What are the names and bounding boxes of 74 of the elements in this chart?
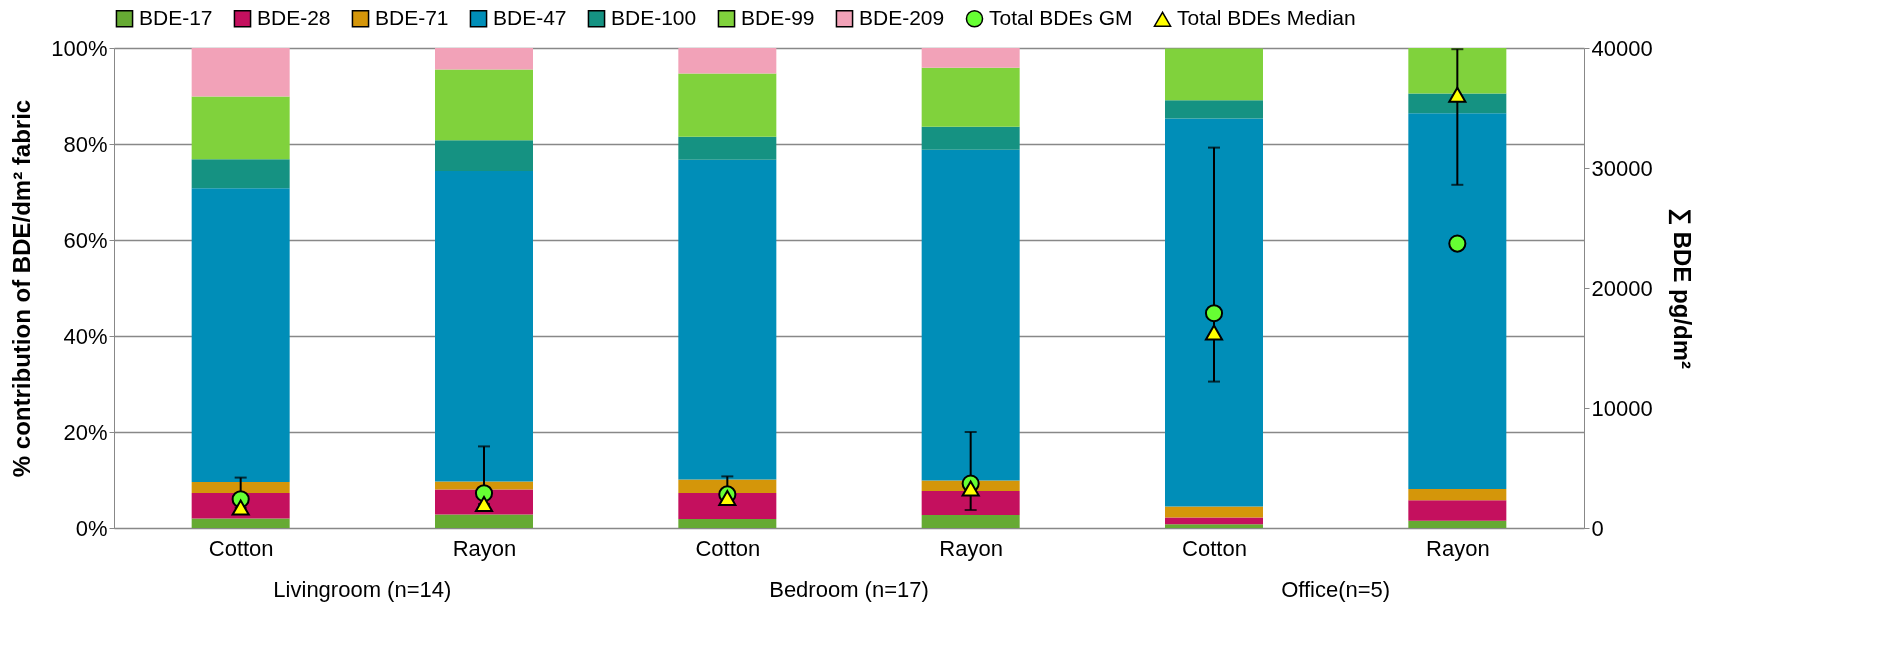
legend-label: BDE-209 [859, 5, 945, 29]
bar [191, 96, 290, 160]
bar [1165, 48, 1263, 101]
bar [678, 159, 777, 480]
legend-label: BDE-47 [493, 5, 567, 29]
bar [921, 149, 1020, 481]
point [474, 496, 494, 512]
y-tick-label: 0% [75, 515, 108, 541]
text: Livingroom (n=14) [273, 577, 452, 602]
point [1448, 234, 1467, 253]
y2-tick-label: 10000 [1591, 395, 1653, 421]
legend-label: Total BDEs Median [1177, 6, 1356, 30]
bar [1408, 113, 1507, 490]
y-axis-title: % contribution of BDE/dm² fabric [8, 99, 36, 478]
bar [1408, 489, 1507, 501]
legend-label: BDE-99 [741, 5, 815, 29]
y2-tick-label: 20000 [1591, 275, 1653, 301]
y2-axis-title: ∑ BDE pg/dm² [1667, 207, 1696, 370]
bar [1165, 524, 1263, 528]
bar [921, 515, 1020, 528]
y2-tick-label: 0 [1591, 515, 1604, 541]
bar [435, 514, 533, 528]
text: Office(n=5) [1281, 577, 1391, 602]
bar [435, 140, 533, 171]
y-tick-label: 80% [63, 131, 108, 157]
x-tick-label: Rayon [1426, 535, 1490, 561]
bar [921, 491, 1020, 516]
y2-tick-label: 40000 [1591, 35, 1653, 61]
x-tick-label: Rayon [939, 535, 1003, 561]
bar [1165, 100, 1263, 119]
x-tick-label: Rayon [452, 535, 517, 561]
bar [921, 67, 1020, 127]
bar [191, 188, 290, 482]
bar [678, 73, 777, 137]
bar [678, 136, 777, 160]
x-tick-label: Cotton [1182, 535, 1247, 561]
bar [191, 48, 290, 97]
bar [191, 518, 290, 528]
point [718, 490, 737, 506]
y-tick-label: 40% [63, 323, 108, 349]
bar [921, 126, 1020, 150]
point [1448, 86, 1467, 103]
bar [191, 481, 290, 493]
legend-label: BDE-28 [257, 5, 331, 29]
bar [435, 481, 533, 490]
x-tick-label: Cotton [208, 535, 274, 561]
bar [1408, 500, 1507, 521]
bar [1408, 48, 1507, 94]
legend-label: BDE-100 [611, 5, 697, 29]
legend-label: Total BDEs GM [989, 5, 1133, 29]
y-tick-label: 100% [51, 35, 108, 61]
y-tick-label: 20% [63, 419, 108, 445]
bar [1408, 520, 1507, 528]
bar [678, 518, 777, 528]
legend-label: BDE-71 [375, 5, 449, 29]
x-tick-label: Cotton [695, 535, 761, 561]
point [1204, 324, 1224, 341]
bar [921, 48, 1020, 68]
bar [678, 492, 777, 519]
bar [1165, 506, 1263, 518]
y-tick-label: 60% [63, 227, 108, 253]
bar [435, 170, 533, 482]
bar [435, 48, 533, 70]
y2-tick-label: 30000 [1591, 155, 1653, 181]
point [231, 499, 250, 516]
bar [435, 69, 533, 141]
point [1204, 304, 1224, 323]
text: Bedroom (n=17) [769, 577, 929, 602]
point [961, 480, 980, 497]
bar [678, 48, 777, 74]
bar [1165, 118, 1263, 507]
legend-label: BDE-17 [139, 5, 213, 29]
bar [1165, 517, 1263, 525]
bar [191, 159, 290, 189]
